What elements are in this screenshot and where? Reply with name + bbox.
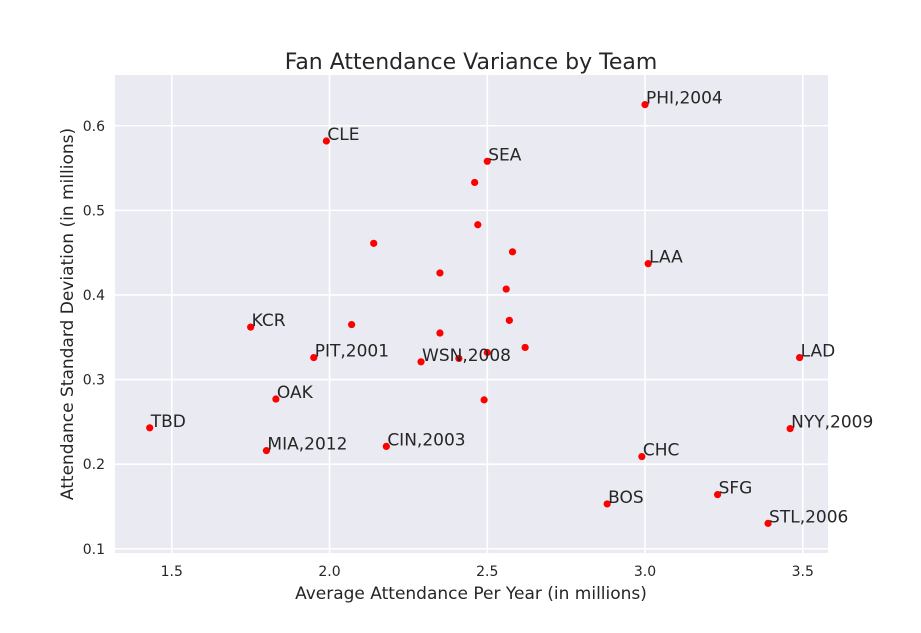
x-tick-label: 2.5 <box>476 564 498 580</box>
grid-lines <box>115 75 828 553</box>
point-label: MIA,2012 <box>267 435 347 455</box>
data-point <box>796 353 804 362</box>
point-label: OAK <box>277 383 314 403</box>
data-point <box>471 178 479 187</box>
chart-title: Fan Attendance Variance by Team <box>285 50 658 75</box>
x-tick-labels: 1.5 2.0 2.5 3.0 3.5 <box>161 564 814 580</box>
plot-background <box>115 75 828 553</box>
y-tick-label: 0.1 <box>83 542 105 558</box>
x-axis-label: Average Attendance Per Year (in millions… <box>295 584 647 604</box>
point-label: SEA <box>488 145 522 165</box>
y-tick-label: 0.2 <box>83 457 105 473</box>
x-tick-label: 1.5 <box>161 564 183 580</box>
point-label: CHC <box>643 441 680 461</box>
data-point <box>764 519 772 527</box>
y-tick-labels: 0.1 0.2 0.3 0.4 0.5 0.6 <box>83 119 105 558</box>
y-tick-label: 0.3 <box>83 373 105 389</box>
data-point <box>505 316 513 324</box>
point-label: BOS <box>608 488 644 508</box>
point-labels: PHI,2004 CLE SEA LAA KCR PIT,2001 LAD WSN,2008 O… <box>150 89 874 528</box>
data-point <box>502 285 510 293</box>
data-point <box>272 395 280 403</box>
point-label: KCR <box>252 311 286 331</box>
point-label: PHI,2004 <box>646 89 723 109</box>
data-point <box>641 101 649 109</box>
data-point <box>262 447 271 455</box>
data-point <box>382 442 390 451</box>
data-point <box>417 358 425 366</box>
data-point <box>483 157 491 165</box>
point-label: TBD <box>150 412 186 432</box>
x-tick-label: 2.0 <box>318 564 340 580</box>
data-point <box>247 323 255 331</box>
y-axis-label: Attendance Standard Deviation (in millio… <box>58 128 78 500</box>
data-point <box>436 269 444 277</box>
data-point <box>310 353 318 362</box>
data-point <box>480 396 488 404</box>
x-tick-label: 3.5 <box>792 564 814 580</box>
data-point <box>508 248 517 256</box>
data-point <box>322 137 330 145</box>
y-tick-label: 0.4 <box>83 288 105 304</box>
point-label: SFG <box>719 479 753 499</box>
point-label: LAA <box>649 248 683 268</box>
point-label: NYY,2009 <box>791 413 873 433</box>
data-point <box>786 425 794 433</box>
y-tick-label: 0.6 <box>83 119 105 135</box>
data-point <box>483 348 491 357</box>
data-point <box>713 491 722 499</box>
y-tick-label: 0.5 <box>83 203 105 219</box>
point-label: LAD <box>801 342 836 362</box>
data-point <box>436 329 444 337</box>
x-tick-label: 3.0 <box>634 564 656 580</box>
data-point <box>455 354 463 363</box>
data-point <box>521 343 529 352</box>
data-point <box>370 239 378 247</box>
data-point <box>644 260 652 268</box>
data-point <box>603 500 611 508</box>
point-label: PIT,2001 <box>315 342 389 362</box>
data-point <box>146 424 154 432</box>
point-label: CLE <box>327 125 359 145</box>
data-point <box>474 221 482 229</box>
data-point <box>638 452 646 461</box>
point-label: STL,2006 <box>769 507 848 527</box>
data-point <box>348 320 356 329</box>
point-label: CIN,2003 <box>387 430 465 450</box>
data-points <box>146 101 804 527</box>
point-label: WSN,2008 <box>422 346 511 366</box>
